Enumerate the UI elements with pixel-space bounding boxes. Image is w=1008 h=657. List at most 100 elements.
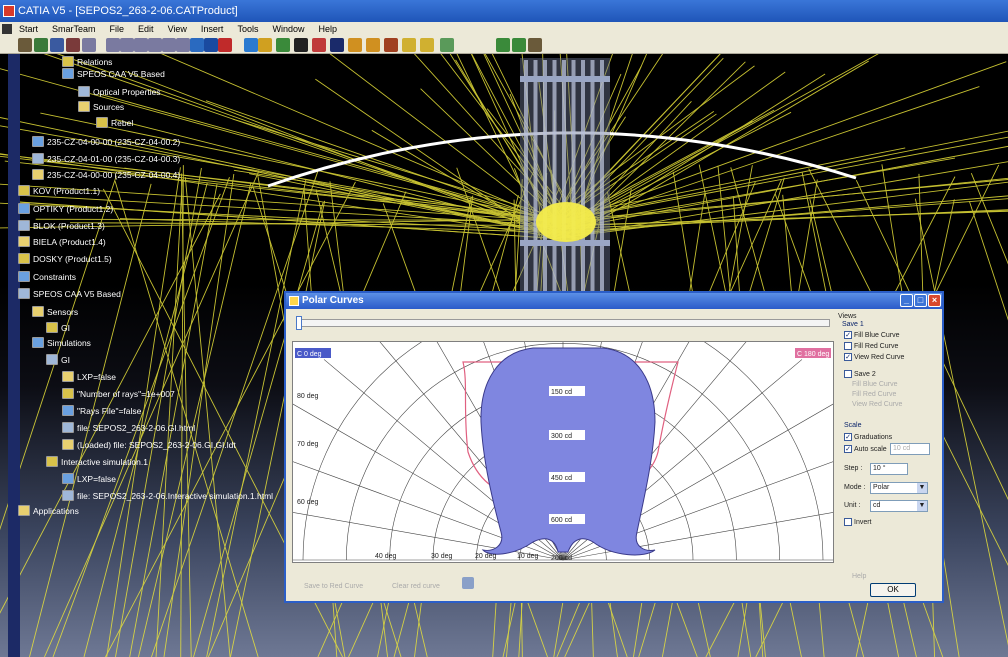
tree-node-icon [18,271,30,283]
toolbar-tool-icon[interactable] [18,38,32,52]
tree-item[interactable]: GI [46,320,70,334]
tree-item[interactable]: 235-CZ-04-00-00 (235-CZ-04-00.4) [32,167,180,181]
fill-blue2-option: Fill Blue Curve [852,381,898,388]
tree-item[interactable]: BLOK (Product1.3) [18,218,105,232]
menu-window[interactable]: Window [272,24,305,34]
plane-slider[interactable] [296,316,830,330]
menu-view[interactable]: View [167,24,187,34]
blue-curve [480,347,656,556]
svg-text:20 deg: 20 deg [475,553,497,560]
close-icon[interactable]: × [928,294,941,307]
tree-item[interactable]: Simulations [32,335,91,349]
view-red-checkbox[interactable]: ✓ View Red Curve [844,353,905,361]
tree-item[interactable]: Constraints [18,269,76,283]
menu-file[interactable]: File [109,24,125,34]
step-input[interactable]: 10 ° [870,463,908,475]
toolbar-tool-icon[interactable] [496,38,510,52]
toolbar-tool-icon[interactable] [330,38,344,52]
menu-start[interactable]: Start [19,24,39,34]
toolbar-tool-icon[interactable] [106,38,120,52]
toolbar-tool-icon[interactable] [34,38,48,52]
tree-item[interactable]: SPEOS CAA V5 Based [62,66,165,80]
tree-item[interactable]: Sensors [32,304,78,318]
tree-item[interactable]: Rebel [96,115,133,129]
slider-thumb[interactable] [296,316,302,330]
tree-item[interactable]: SPEOS CAA V5 Based [18,286,121,300]
toolbar-tool-icon[interactable] [134,38,148,52]
save2-checkbox[interactable]: Save 2 [844,370,876,378]
tree-item[interactable]: Interactive simulation.1 [46,454,148,468]
toolbar-tool-icon[interactable] [366,38,380,52]
toolbar-tool-icon[interactable] [244,38,258,52]
svg-text:10 deg: 10 deg [517,553,539,560]
fill-blue-checkbox[interactable]: ✓ Fill Blue Curve [844,331,900,339]
toolbar-tool-icon[interactable] [148,38,162,52]
tree-item[interactable]: (Loaded) file: SEPOS2_263-2-06.GI.GI.ldt [62,437,236,451]
clear-red-curve-button[interactable]: Clear red curve [392,583,440,590]
toolbar-tool-icon[interactable] [190,38,204,52]
tree-item[interactable]: "Number of rays"=1e+007 [62,386,175,400]
graduations-checkbox[interactable]: ✓ Graduations [844,433,893,441]
tree-item[interactable]: 235-CZ-04-01-00 (235-CZ-04-00.3) [32,151,180,165]
toolbar-tool-icon[interactable] [276,38,290,52]
toolbar-tool-icon[interactable] [162,38,176,52]
maximize-icon[interactable]: □ [914,294,927,307]
toolbar-tool-icon[interactable] [204,38,218,52]
toolbar-tool-icon[interactable] [402,38,416,52]
menu-smarteam[interactable]: SmarTeam [52,24,96,34]
tree-item[interactable]: Sources [78,99,124,113]
unit-select[interactable]: cd ▼ [870,500,928,512]
tree-item[interactable]: file: SEPOS2_263-2-06.Interactive simula… [62,488,273,502]
toolbar-tool-icon[interactable] [440,38,454,52]
tree-item[interactable]: BIELA (Product1.4) [18,234,106,248]
tree-item[interactable]: LXP=false [62,369,116,383]
toolbar-tool-icon[interactable] [384,38,398,52]
document-icon[interactable] [2,24,12,34]
toolbar-tool-icon[interactable] [120,38,134,52]
fill-red-checkbox[interactable]: Fill Red Curve [844,342,898,350]
tree-item[interactable]: GI [46,352,70,366]
toolbar-tool-icon[interactable] [258,38,272,52]
toolbar-tool-icon[interactable] [50,38,64,52]
auto-scale-checkbox[interactable]: ✓ Auto scale [844,445,887,453]
export-icon[interactable] [462,577,474,589]
tree-item[interactable]: OPTIKY (Product1.2) [18,201,113,215]
toolbar-tool-icon[interactable] [82,38,96,52]
menu-insert[interactable]: Insert [200,24,224,34]
toolbar-tool-icon[interactable] [512,38,526,52]
tree-item[interactable]: Optical Properties [78,84,161,98]
toolbar-tool-icon[interactable] [218,38,232,52]
invert-checkbox[interactable]: Invert [844,518,872,526]
tree-item[interactable]: "Rays File"=false [62,403,141,417]
menu-bar: Start SmarTeam File Edit View Insert Tools Wind… [0,22,1008,36]
help-link[interactable]: Help [852,573,867,580]
tree-item[interactable]: Applications [18,503,79,517]
auto-scale-value[interactable]: 10 cd [890,443,930,455]
tree-node-icon [32,136,44,148]
save-to-red-curve-button[interactable]: Save to Red Curve [304,583,364,590]
tree-node-icon [18,220,30,232]
menu-tools[interactable]: Tools [237,24,259,34]
toolbar-tool-icon[interactable] [294,38,308,52]
menu-help[interactable]: Help [318,24,337,34]
toolbar-tool-icon[interactable] [176,38,190,52]
menu-edit[interactable]: Edit [138,24,154,34]
tree-item[interactable]: file: SEPOS2_263-2-06.GI.html [62,420,195,434]
radial-value-label: 300 cd [549,430,585,440]
tree-item[interactable]: LXP=false [62,471,116,485]
toolbar-tool-icon[interactable] [66,38,80,52]
left-plane-label: C 0 deg [295,348,331,358]
ok-button[interactable]: OK [870,583,916,597]
tree-item[interactable]: DOSKY (Product1.5) [18,251,112,265]
tree-item[interactable]: 235-CZ-04-00-00 (235-CZ-04-00.2) [32,134,180,148]
toolbar-tool-icon[interactable] [528,38,542,52]
toolbar-tool-icon[interactable] [348,38,362,52]
angle-label: 40 deg [375,553,397,560]
tree-item[interactable]: KOV (Product1.1) [18,183,100,197]
toolbar-tool-icon[interactable] [312,38,326,52]
tree-item[interactable]: Relations [62,54,112,68]
minimize-icon[interactable]: _ [900,294,913,307]
tree-item-label: Sensors [47,306,79,317]
toolbar-tool-icon[interactable] [420,38,434,52]
mode-select[interactable]: Polar ▼ [870,482,928,494]
